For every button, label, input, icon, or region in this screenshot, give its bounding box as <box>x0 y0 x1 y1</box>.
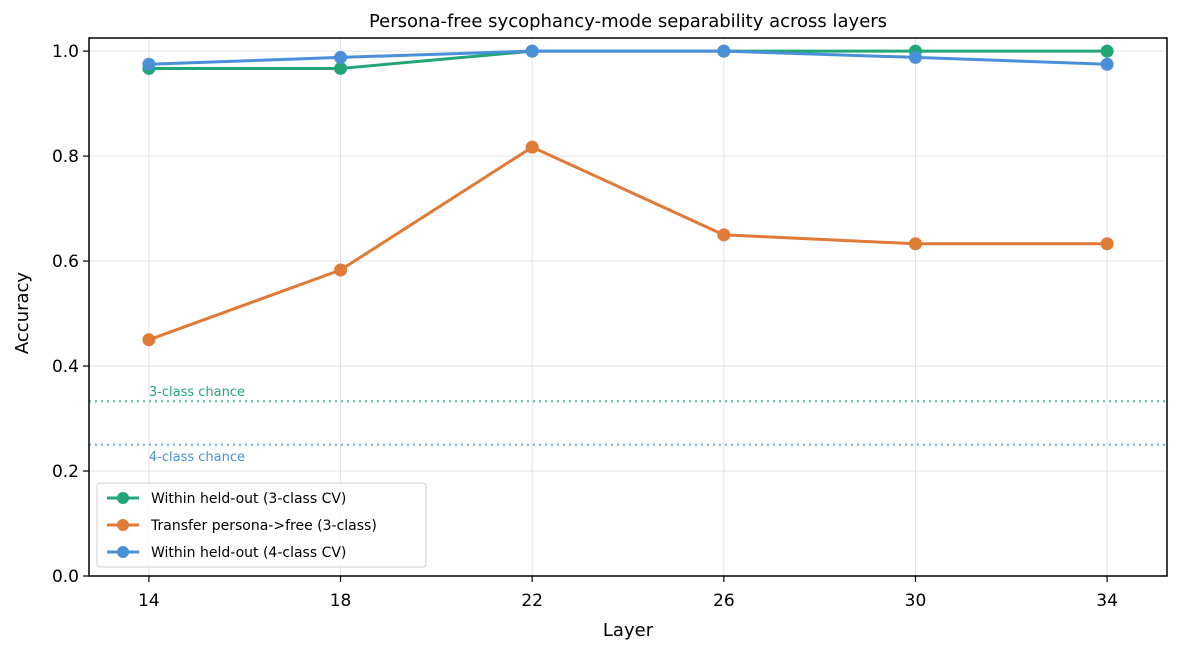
data-point <box>334 61 348 75</box>
x-tick-label: 14 <box>138 591 160 611</box>
data-point <box>525 44 539 58</box>
x-axis-label: Layer <box>603 620 654 641</box>
data-point <box>142 57 156 71</box>
series-line <box>148 49 1108 66</box>
data-point <box>334 50 348 64</box>
y-tick-label: 0.8 <box>52 147 79 167</box>
data-point <box>717 228 731 242</box>
data-point <box>717 44 731 58</box>
y-tick-label: 0.6 <box>52 252 79 272</box>
legend-label: Within held-out (3-class CV) <box>151 491 346 507</box>
data-point <box>334 263 348 277</box>
y-tick-label: 0.4 <box>52 357 79 377</box>
x-tick-label: 30 <box>905 591 927 611</box>
y-axis: 0.0 0.2 0.4 0.6 0.8 1.0 <box>52 42 89 587</box>
series-2 <box>142 140 1114 347</box>
legend-box <box>96 482 427 568</box>
legend-item: Within held-out (3-class CV) <box>107 491 346 507</box>
chart-title: Persona-free sycophancy-mode separabilit… <box>369 11 887 32</box>
data-point <box>1100 57 1114 71</box>
x-tick-label: 34 <box>1096 591 1118 611</box>
x-tick-label: 26 <box>713 591 735 611</box>
y-tick-label: 1.0 <box>52 42 79 62</box>
data-point <box>1100 237 1114 251</box>
legend-item: Transfer persona->free (3-class) <box>107 518 377 534</box>
y-tick-label: 0.2 <box>52 462 79 482</box>
data-point <box>525 140 539 154</box>
series-group <box>142 44 1114 347</box>
data-point <box>908 237 922 251</box>
y-tick-label: 0.0 <box>52 567 79 587</box>
x-tick-label: 22 <box>521 591 543 611</box>
legend-swatch-marker <box>117 492 129 504</box>
legend-swatch-marker <box>117 519 129 531</box>
y-axis-label: Accuracy <box>12 272 33 355</box>
data-point <box>142 333 156 347</box>
chance-label: 3-class chance <box>149 385 245 400</box>
legend-label: Transfer persona->free (3-class) <box>150 518 377 534</box>
legend-swatch-marker <box>117 546 129 558</box>
chance-label: 4-class chance <box>149 450 245 465</box>
series-3 <box>142 44 1114 71</box>
data-point <box>1100 44 1114 58</box>
legend-item: Within held-out (4-class CV) <box>107 545 346 561</box>
x-tick-label: 18 <box>330 591 352 611</box>
plot-frame <box>88 37 1168 577</box>
legend: Within held-out (3-class CV) Transfer per… <box>96 482 427 568</box>
x-axis: 14 18 22 26 30 34 <box>138 576 1118 611</box>
series-line <box>148 145 1108 342</box>
reference-lines: 3-class chance 4-class chance <box>89 385 1167 465</box>
legend-label: Within held-out (4-class CV) <box>151 545 346 561</box>
data-point <box>908 50 922 64</box>
